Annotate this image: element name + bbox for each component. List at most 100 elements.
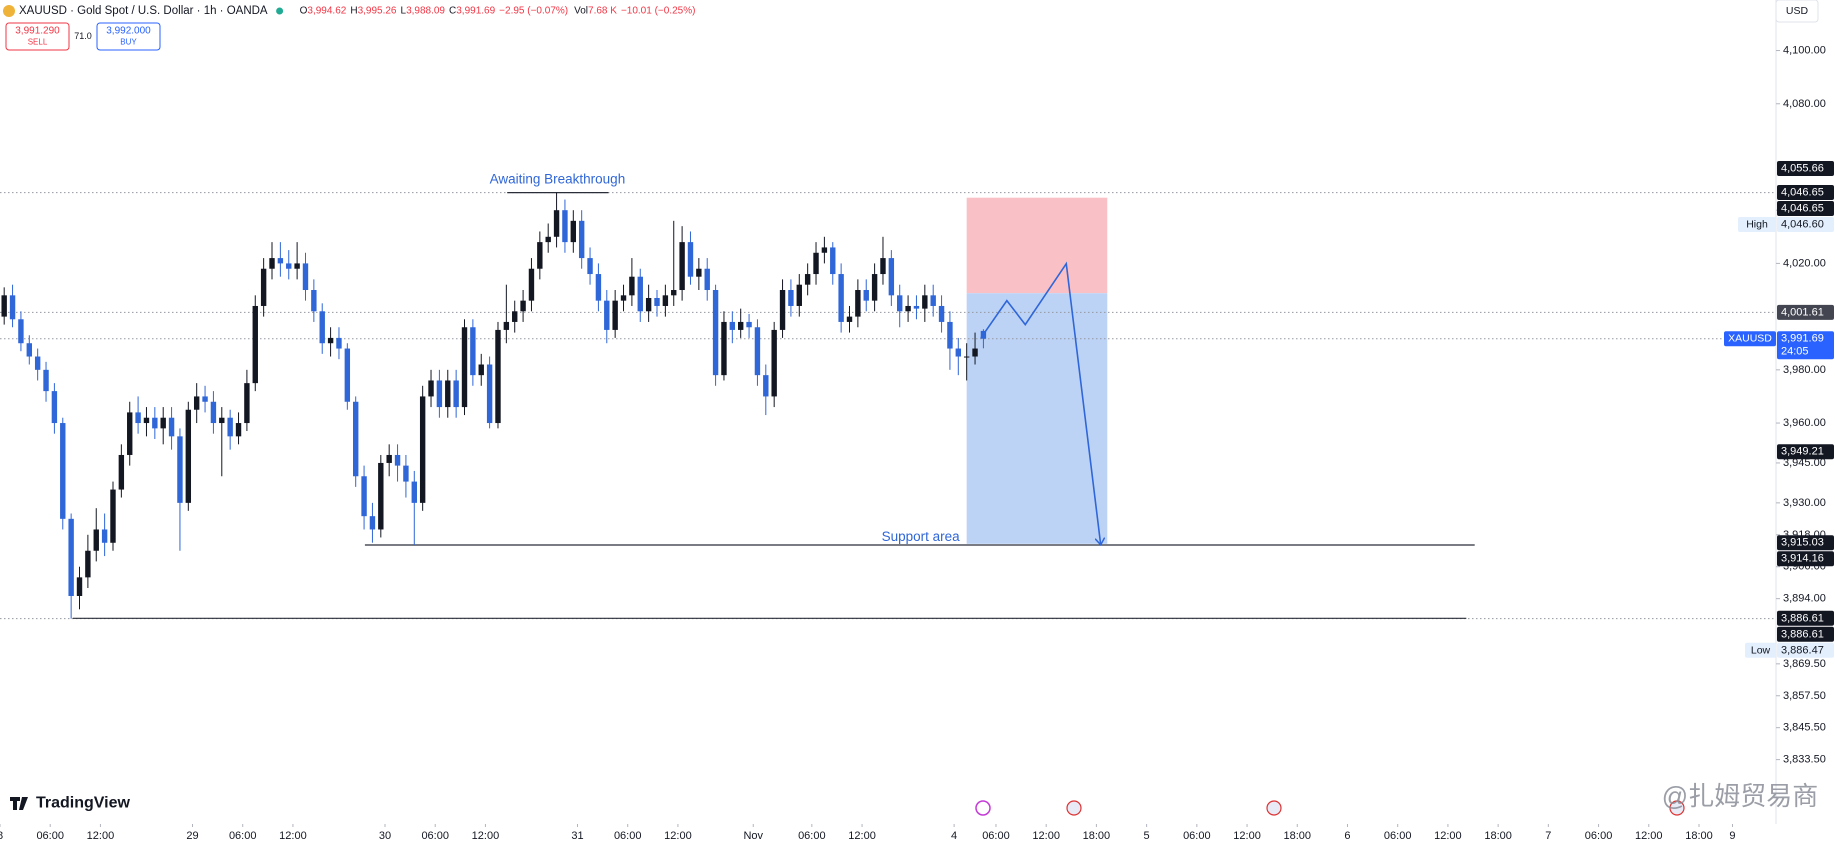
candle-body [830, 247, 836, 275]
y-tick-label: 3,945.00 [1783, 457, 1826, 469]
logo: TradingView [36, 795, 131, 812]
candle-body [863, 290, 869, 301]
header: XAUUSD · Gold Spot / U.S. Dollar · 1h · … [3, 0, 1819, 51]
x-tick-label: 06:00 [1183, 830, 1211, 842]
candle-body [620, 295, 627, 301]
candle-body [771, 329, 777, 397]
price-label-box [1777, 161, 1834, 177]
candle-body [947, 321, 953, 349]
candle-body [68, 518, 74, 596]
candle-body [512, 311, 518, 322]
candle-body [127, 412, 133, 455]
candle-body [93, 529, 99, 551]
candle-body [160, 417, 166, 429]
event-icon[interactable] [1669, 800, 1685, 816]
countdown: 24:05 [1781, 346, 1809, 358]
candle-body [955, 348, 962, 357]
x-tick-label: 12:00 [1032, 830, 1060, 842]
candle-body [302, 263, 309, 291]
candle-body [85, 550, 91, 578]
y-tick-label: 3,845.50 [1783, 722, 1826, 734]
projection-path [980, 261, 1101, 544]
price-label: 3,886.47 [1781, 644, 1824, 656]
x-tick-label: 12:00 [664, 830, 692, 842]
candle-body [110, 489, 116, 543]
price-tag: XAUUSD [1728, 333, 1772, 345]
x-tick-label: Nov [743, 830, 763, 842]
candle-body [378, 462, 384, 530]
ohlc-key: L [401, 6, 407, 17]
candle-body [76, 577, 83, 596]
ohlc-value: 3,991.69 [456, 6, 495, 17]
price-tag-box [1745, 642, 1776, 658]
candle-body [930, 295, 936, 306]
event-icon[interactable] [1266, 800, 1282, 816]
candle-body [101, 529, 108, 543]
candle-body [570, 220, 577, 243]
watermark: @扎姆贸易商 [1662, 781, 1818, 811]
x-tick-label: 9 [1729, 830, 1735, 842]
sell-price[interactable]: 3,991.290 [15, 26, 60, 37]
candle-body [177, 436, 183, 503]
x-tick-label: 18:00 [1284, 830, 1312, 842]
candle-body [754, 327, 761, 376]
price-label-box [1777, 184, 1834, 200]
spread: 71.0 [74, 31, 92, 41]
candle-body [135, 412, 141, 424]
candle-body [51, 391, 58, 424]
annotation: Support area [882, 529, 961, 544]
candle-body [796, 284, 802, 306]
x-tick-label: 06:00 [614, 830, 642, 842]
x-tick-label: 7 [1545, 830, 1551, 842]
price-label-box [1777, 304, 1834, 320]
y-tick-label: 4,100.00 [1783, 45, 1826, 57]
plot: Awaiting Breakthrough Support area [0, 171, 1776, 620]
candle-body [152, 417, 158, 429]
sell-button[interactable] [5, 22, 70, 51]
candle-body [202, 396, 208, 402]
x-tick-label: 12:00 [848, 830, 876, 842]
candle-body [34, 356, 41, 370]
x-tick-label: 06:00 [982, 830, 1010, 842]
x-tick-label: 31 [571, 830, 583, 842]
ohlc-key: O [300, 6, 308, 17]
event-icon[interactable] [975, 800, 991, 816]
y-tick-label: 3,960.00 [1783, 417, 1826, 429]
candle-body [403, 465, 409, 482]
candle-body [604, 300, 610, 330]
candle-body [478, 364, 484, 376]
x-tick-label: 4 [951, 830, 957, 842]
candle-body [813, 252, 819, 275]
candle-body [319, 311, 325, 344]
candle-body [871, 274, 878, 301]
currency[interactable]: USD [1786, 5, 1809, 17]
price-tag-box [1738, 216, 1776, 232]
candle-body [788, 290, 794, 306]
sell-label[interactable]: SELL [28, 38, 48, 47]
candle-body [210, 401, 217, 424]
y-tick-label: 3,930.00 [1783, 497, 1826, 509]
price-label: 3,915.03 [1781, 537, 1824, 549]
candle-body [595, 274, 602, 301]
candle-body [336, 337, 342, 349]
price-label: 4,046.65 [1781, 186, 1824, 198]
x-tick-label: 18:00 [1685, 830, 1713, 842]
currency-button[interactable] [1775, 0, 1819, 23]
candle-body [528, 268, 535, 301]
buy-button[interactable] [96, 22, 161, 51]
price-label-box [1777, 200, 1834, 216]
event-icon[interactable] [1066, 800, 1082, 816]
buy-label[interactable]: BUY [120, 38, 137, 47]
position-target-zone [966, 293, 1108, 544]
candle-body [562, 210, 568, 243]
candle-body [905, 305, 911, 312]
status-dot [276, 7, 284, 15]
candle-body [662, 295, 669, 306]
price-label: 3,949.21 [1781, 446, 1824, 458]
candle-body [913, 305, 920, 309]
buy-price[interactable]: 3,992.000 [106, 26, 151, 37]
candle-body [486, 364, 493, 424]
candle-body [461, 327, 468, 408]
